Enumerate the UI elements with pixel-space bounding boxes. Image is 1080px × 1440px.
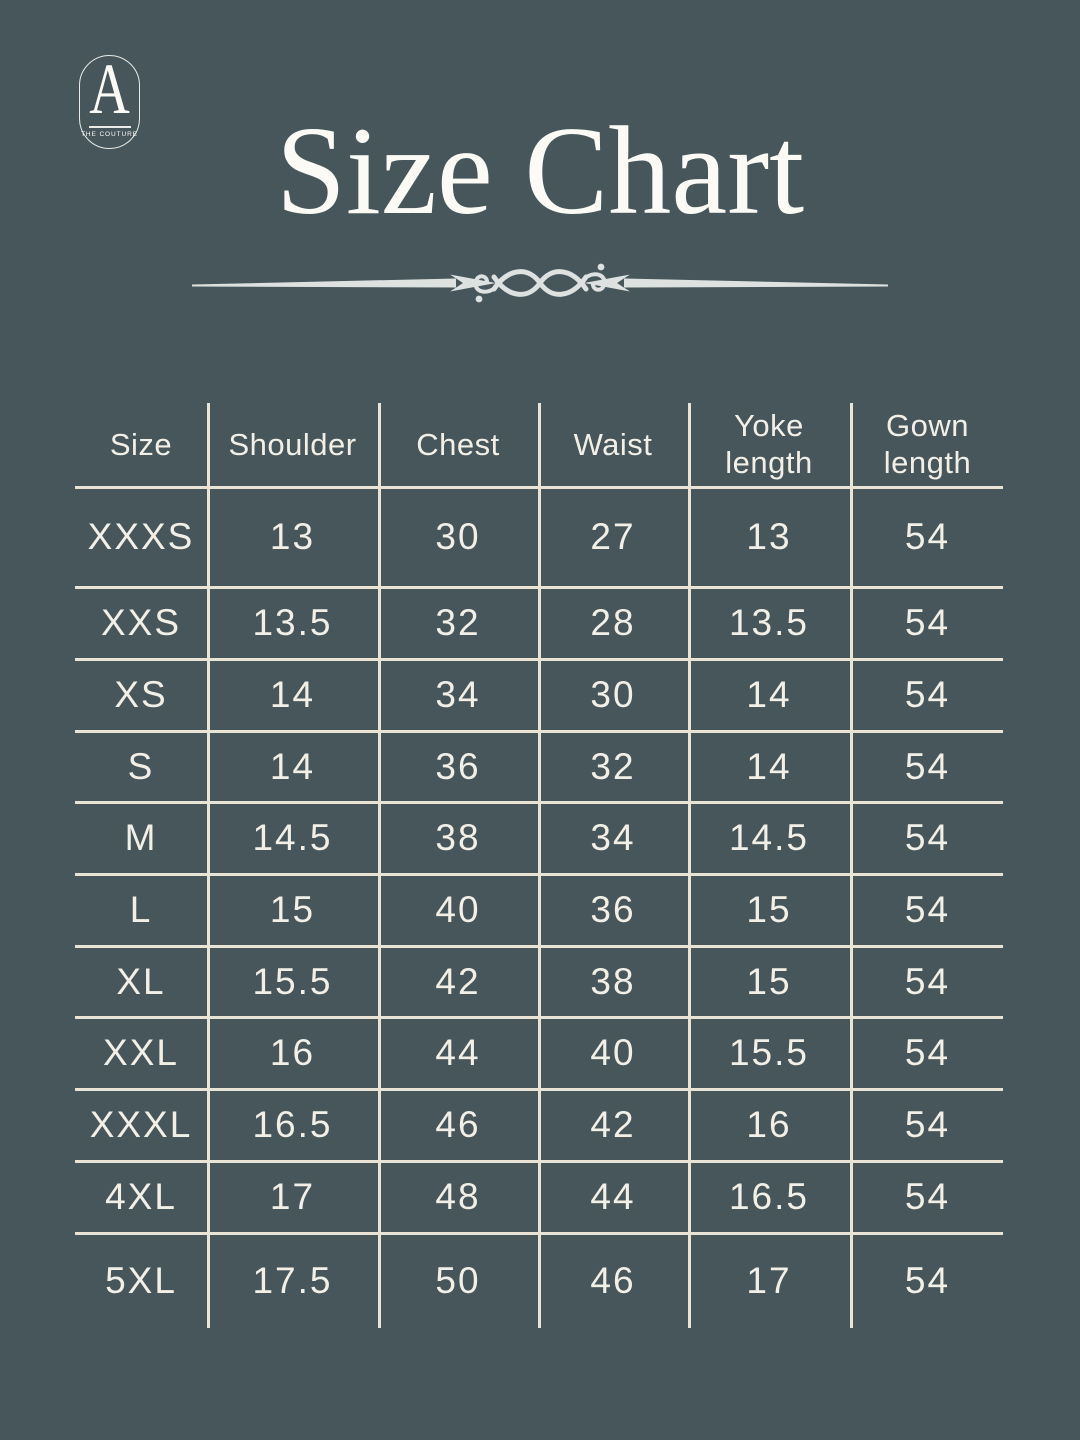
table-grid-line-vertical <box>207 403 210 1328</box>
row-size-label: 5XL <box>105 1259 177 1301</box>
table-cell: 54 <box>904 1104 951 1145</box>
table-cell: 14 <box>269 745 316 787</box>
table-cell: 34 <box>590 817 636 858</box>
column-header-shoulder: Shoulder <box>228 426 357 462</box>
table-cell: 17 <box>269 1176 316 1217</box>
table-grid-line-horizontal <box>75 873 1003 876</box>
column-header-waist: Waist <box>573 426 653 462</box>
table-cell: 27 <box>590 516 636 557</box>
brand-logo: A THE COUTURE <box>79 49 140 149</box>
table-cell: 14 <box>269 674 316 715</box>
table-cell: 54 <box>904 1259 951 1301</box>
table-cell: 54 <box>904 516 951 557</box>
table-grid-line-horizontal <box>75 486 1003 489</box>
table-cell: 46 <box>590 1259 636 1301</box>
table-cell: 48 <box>435 1176 481 1217</box>
table-cell: 15.5 <box>728 1032 809 1073</box>
table-cell: 38 <box>435 817 481 858</box>
table-cell: 34 <box>435 674 481 715</box>
row-size-label: XXXS <box>87 516 195 557</box>
table-cell: 16.5 <box>252 1104 333 1145</box>
table-cell: 50 <box>435 1259 481 1301</box>
table-cell: 42 <box>590 1104 636 1145</box>
table-cell: 36 <box>435 745 481 787</box>
table-cell: 16.5 <box>728 1176 809 1217</box>
table-cell: 13 <box>746 516 792 557</box>
table-grid-line-horizontal <box>75 801 1003 804</box>
table-cell: 15.5 <box>252 960 333 1002</box>
row-size-label: XL <box>116 960 166 1002</box>
table-grid-line-vertical <box>538 403 541 1328</box>
table-cell: 54 <box>904 817 951 858</box>
logo-divider-line <box>88 126 131 128</box>
table-cell: 54 <box>904 960 951 1002</box>
table-cell: 46 <box>435 1104 481 1145</box>
column-header-gown-length: Gown length <box>883 408 972 480</box>
table-grid-line-horizontal <box>75 1232 1003 1235</box>
table-cell: 14.5 <box>252 817 333 858</box>
table-grid-line-horizontal <box>75 586 1003 589</box>
table-cell: 17.5 <box>252 1259 333 1301</box>
table-grid-line-horizontal <box>75 658 1003 661</box>
row-size-label: L <box>129 889 153 930</box>
table-cell: 15 <box>746 960 792 1002</box>
row-size-label: 4XL <box>105 1176 177 1217</box>
table-cell: 44 <box>590 1176 636 1217</box>
table-cell: 36 <box>590 889 636 930</box>
logo-monogram: A <box>89 49 130 129</box>
table-cell: 32 <box>590 745 636 787</box>
table-cell: 40 <box>590 1032 636 1073</box>
table-grid-line-vertical <box>688 403 691 1328</box>
table-grid-line-horizontal <box>75 1088 1003 1091</box>
table-cell: 54 <box>904 1032 951 1073</box>
table-grid-line-horizontal <box>75 945 1003 948</box>
column-header-size: Size <box>109 426 173 462</box>
table-cell: 30 <box>590 674 636 715</box>
ornament-divider-icon <box>192 263 888 303</box>
table-cell: 28 <box>590 602 636 643</box>
row-size-label: M <box>124 817 158 858</box>
table-grid-line-horizontal <box>75 1016 1003 1019</box>
column-header-chest: Chest <box>416 426 500 462</box>
table-cell: 54 <box>904 1176 951 1217</box>
table-cell: 40 <box>435 889 481 930</box>
table-cell: 32 <box>435 602 481 643</box>
table-cell: 54 <box>904 745 951 787</box>
table-cell: 14.5 <box>728 817 809 858</box>
table-cell: 54 <box>904 889 951 930</box>
row-size-label: XXL <box>103 1032 179 1073</box>
logo-brand-name: THE COUTURE <box>81 131 138 138</box>
table-cell: 38 <box>590 960 636 1002</box>
table-cell: 14 <box>746 745 792 787</box>
row-size-label: XXS <box>100 602 182 643</box>
table-cell: 13.5 <box>728 602 809 643</box>
table-cell: 42 <box>435 960 481 1002</box>
page-title: Size Chart <box>275 102 805 241</box>
table-cell: 16 <box>269 1032 316 1073</box>
table-cell: 54 <box>904 674 951 715</box>
table-grid-line-horizontal <box>75 1160 1003 1163</box>
table-cell: 13.5 <box>252 602 333 643</box>
table-grid-line-vertical <box>378 403 381 1328</box>
table-grid-line-vertical <box>850 403 853 1328</box>
table-cell: 54 <box>904 602 951 643</box>
table-cell: 17 <box>746 1259 792 1301</box>
row-size-label: XXXL <box>89 1104 193 1145</box>
table-cell: 16 <box>746 1104 792 1145</box>
table-cell: 30 <box>435 516 481 557</box>
table-cell: 15 <box>269 889 316 930</box>
table-cell: 15 <box>746 889 792 930</box>
table-cell: 14 <box>746 674 792 715</box>
table-cell: 13 <box>269 516 316 557</box>
size-table: Size Shoulder Chest Waist Yoke length Go… <box>75 403 1005 1328</box>
column-header-yoke-length: Yoke length <box>725 408 813 480</box>
row-size-label: XS <box>114 674 168 715</box>
table-grid-line-horizontal <box>75 730 1003 733</box>
table-cell: 44 <box>435 1032 481 1073</box>
row-size-label: S <box>127 745 155 787</box>
